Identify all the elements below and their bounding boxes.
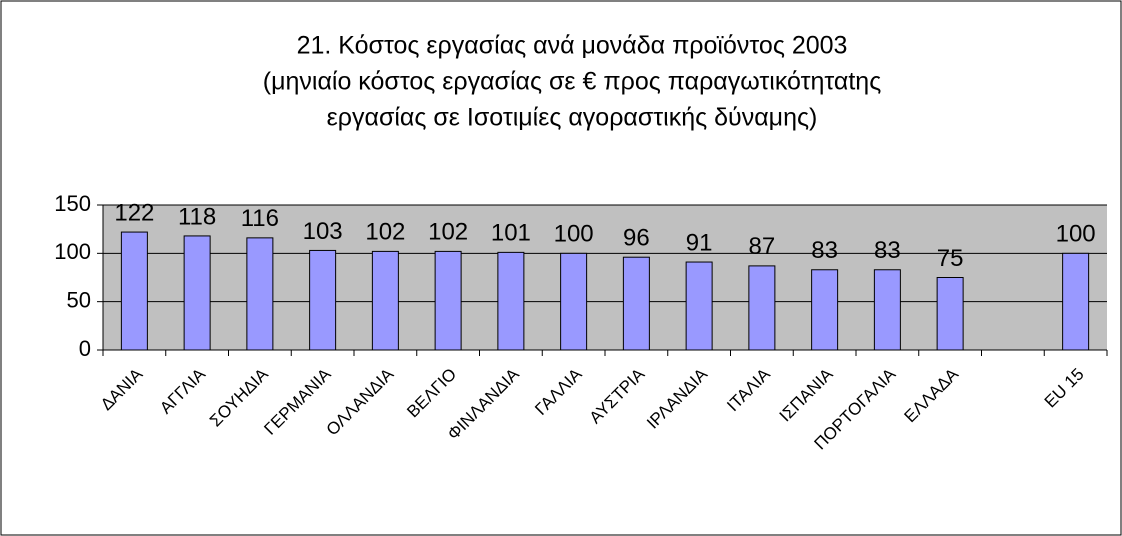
data-label: 118 — [178, 203, 216, 230]
bar — [811, 269, 839, 351]
bar — [246, 237, 274, 351]
data-label: 101 — [491, 220, 531, 247]
bar — [183, 235, 211, 351]
bar — [936, 277, 964, 351]
bar — [560, 252, 588, 351]
bar — [371, 250, 399, 351]
y-tick-label: 0 — [79, 336, 91, 361]
bar — [1062, 252, 1090, 351]
bar — [120, 231, 148, 351]
bar — [497, 251, 525, 351]
data-label: 91 — [686, 229, 713, 256]
data-label: 83 — [811, 237, 838, 264]
data-label: 102 — [365, 219, 405, 246]
bar — [873, 269, 901, 351]
bar — [748, 265, 776, 351]
chart-title: 21. Κόστος εργασίας ανά μονάδα προϊόντος… — [297, 32, 848, 60]
chart-title: (μηνιαίο κόστος εργασίας σε € προς παραγ… — [263, 68, 882, 96]
bar — [434, 250, 462, 351]
y-tick-label: 150 — [54, 191, 91, 216]
bar — [622, 256, 650, 351]
data-label: 83 — [874, 237, 901, 264]
bar — [685, 261, 713, 351]
data-label: 100 — [554, 221, 594, 248]
bar — [309, 249, 337, 351]
y-tick-label: 100 — [54, 239, 91, 264]
data-label: 103 — [303, 218, 343, 245]
data-label: 102 — [428, 219, 468, 246]
chart-title: εργασίας σε Ισοτιμίες αγοραστικής δύναμη… — [327, 104, 818, 132]
data-label: 96 — [623, 225, 650, 252]
data-label: 116 — [241, 205, 279, 232]
data-label: 100 — [1056, 221, 1096, 248]
y-tick-label: 50 — [67, 287, 91, 312]
data-label: 87 — [749, 233, 776, 260]
data-label: 75 — [937, 245, 964, 272]
data-label: 122 — [114, 199, 154, 226]
